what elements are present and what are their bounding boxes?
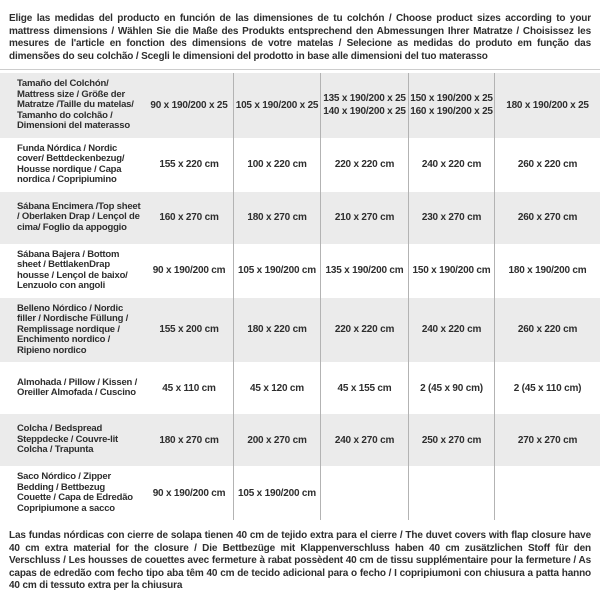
size-cell-col1: 160 x 270 cm (159, 212, 219, 223)
table-row: Saco Nórdico / Zipper Bedding / Bettbezu… (0, 466, 600, 520)
size-cell-col1: 90 x 190/200 x 25 (150, 99, 228, 111)
table-row: Belleno Nórdico / Nordic filler / Nordis… (0, 297, 600, 362)
row-label: Colcha / Bedspread Steppdecke / Couvre-l… (17, 423, 118, 456)
size-cell-col5: 260 x 270 cm (494, 191, 600, 244)
table-row: Sábana Bajera / Bottom sheet / Bettlaken… (0, 243, 600, 298)
row-label: Funda Nórdica / Nordic cover/ Bettdecken… (17, 142, 125, 185)
table-row: Sábana Encimera /Top sheet / Oberlaken D… (0, 191, 600, 244)
size-cell-col2: 105 x 190/200 x 25 (233, 73, 320, 138)
size-cell-col5: 270 x 270 cm (494, 414, 600, 466)
size-cell-col3: 210 x 270 cm (320, 191, 408, 244)
size-cell-col1: 45 x 110 cm (162, 382, 216, 394)
row-label: Sábana Encimera /Top sheet / Oberlaken D… (17, 200, 141, 233)
size-cell-col5 (494, 466, 600, 520)
size-cell-col4: 240 x 220 cm (408, 137, 494, 192)
table-row: Tamaño del Colchón/ Mattress size / Größ… (0, 73, 600, 138)
row-label: Tamaño del Colchón/ Mattress size / Größ… (17, 78, 134, 131)
size-cell-col4: 230 x 270 cm (408, 191, 494, 244)
size-cell-col2: 45 x 120 cm (233, 362, 320, 414)
size-cell-col4: 150 x 190/200 cm (408, 243, 494, 298)
size-table: Tamaño del Colchón/ Mattress size / Größ… (0, 69, 600, 520)
header-note: Elige las medidas del producto en funció… (9, 13, 591, 62)
table-row: Colcha / Bedspread Steppdecke / Couvre-l… (0, 414, 600, 466)
size-cell-col1: 180 x 270 cm (159, 434, 219, 446)
row-label: Belleno Nórdico / Nordic filler / Nordis… (17, 302, 129, 356)
size-cell-col5: 260 x 220 cm (494, 137, 600, 192)
size-cell-col2: 180 x 270 cm (233, 191, 320, 244)
size-cell-col3: 240 x 270 cm (320, 414, 408, 466)
table-row: Almohada / Pillow / Kissen / Oreiller Al… (0, 362, 600, 414)
row-label: Almohada / Pillow / Kissen / Oreiller Al… (17, 376, 138, 398)
size-cell-col4: 150 x 190/200 x 25 160 x 190/200 x 25 (408, 73, 494, 138)
size-cell-col1: 90 x 190/200 cm (152, 487, 226, 499)
size-cell-col2: 105 x 190/200 cm (233, 243, 320, 298)
size-cell-col4: 2 (45 x 90 cm) (408, 362, 494, 414)
size-cell-col3: 135 x 190/200 cm (320, 243, 408, 298)
size-cell-col5: 260 x 220 cm (494, 297, 600, 362)
size-cell-col4: 240 x 220 cm (408, 297, 494, 362)
size-cell-col3: 45 x 155 cm (320, 362, 408, 414)
footer-note: Las fundas nórdicas con cierre de solapa… (9, 530, 591, 591)
size-cell-col2: 100 x 220 cm (233, 137, 320, 192)
size-cell-col4: 250 x 270 cm (408, 414, 494, 466)
size-cell-col3: 220 x 220 cm (320, 137, 408, 192)
size-cell-col5: 180 x 190/200 cm (494, 243, 600, 298)
size-cell-col5: 2 (45 x 110 cm) (494, 362, 600, 414)
size-cell-col1: 155 x 220 cm (159, 159, 219, 170)
size-cell-col3 (320, 466, 408, 520)
size-cell-col3: 220 x 220 cm (320, 297, 408, 362)
size-cell-col1: 155 x 200 cm (159, 324, 219, 336)
size-cell-col5: 180 x 190/200 x 25 (494, 73, 600, 138)
size-cell-col2: 200 x 270 cm (233, 414, 320, 466)
size-cell-col4 (408, 466, 494, 520)
size-cell-col2: 105 x 190/200 cm (233, 466, 320, 520)
size-cell-col2: 180 x 220 cm (233, 297, 320, 362)
size-cell-col3: 135 x 190/200 x 25 140 x 190/200 x 25 (320, 73, 408, 138)
row-label: Sábana Bajera / Bottom sheet / Bettlaken… (17, 248, 128, 291)
table-row: Funda Nórdica / Nordic cover/ Bettdecken… (0, 137, 600, 192)
size-cell-col1: 90 x 190/200 cm (152, 265, 226, 276)
row-label: Saco Nórdico / Zipper Bedding / Bettbezu… (17, 471, 133, 514)
